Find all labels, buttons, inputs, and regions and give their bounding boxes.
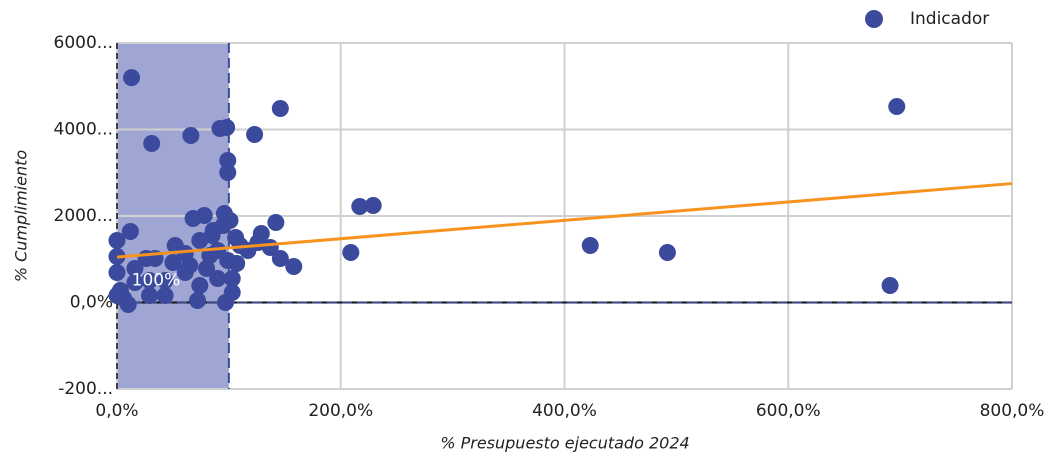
y-tick-label: 4000... (54, 120, 113, 140)
data-point (261, 238, 279, 256)
x-axis-title: % Presupuesto ejecutado 2024 (440, 434, 689, 453)
data-point (271, 250, 289, 268)
data-point (217, 294, 235, 311)
data-point (164, 253, 182, 271)
x-tick-label: 0,0% (95, 401, 138, 421)
data-point (182, 127, 200, 145)
x-tick-label: 200,0% (308, 401, 373, 421)
y-tick-label: 6000... (54, 33, 113, 53)
data-point (140, 271, 158, 289)
data-point (285, 258, 303, 276)
y-tick-label: -200... (58, 379, 113, 399)
data-point (267, 213, 285, 231)
data-point (219, 152, 237, 170)
data-point (198, 260, 215, 278)
trendline (116, 182, 1013, 259)
data-point (143, 135, 161, 153)
data-point (246, 126, 264, 144)
data-point (209, 269, 227, 287)
x-tick-label: 800,0% (980, 401, 1045, 421)
data-point (219, 163, 237, 181)
data-point (121, 222, 139, 240)
data-point (156, 271, 174, 289)
data-point (364, 196, 382, 214)
data-point (126, 274, 144, 292)
data-point (271, 99, 289, 117)
data-point (658, 244, 676, 262)
data-point (181, 257, 199, 275)
data-point (223, 269, 241, 287)
data-point (204, 221, 222, 239)
band-label: 100% (132, 271, 181, 291)
y-tick-label: 2000... (54, 206, 113, 226)
y-tick-label: 0,0% (70, 293, 113, 313)
data-point (191, 277, 209, 295)
data-point (195, 207, 213, 225)
legend-marker (865, 10, 883, 28)
data-point (126, 260, 144, 278)
data-point (581, 236, 599, 254)
y-axis-title: % Cumplimiento (12, 150, 31, 283)
data-point (218, 119, 236, 137)
data-point (342, 244, 360, 262)
data-point (888, 97, 906, 115)
x-tick-label: 400,0% (532, 401, 597, 421)
data-point (219, 252, 237, 270)
legend-label: Indicador (910, 9, 989, 29)
data-point (881, 277, 899, 295)
data-point (108, 232, 126, 250)
data-point (351, 197, 369, 215)
data-point (111, 282, 129, 300)
data-point (140, 286, 158, 304)
x-tick-label: 600,0% (756, 401, 821, 421)
data-point (189, 292, 207, 310)
data-point (156, 286, 174, 304)
data-point (123, 69, 141, 87)
data-point (108, 263, 126, 281)
